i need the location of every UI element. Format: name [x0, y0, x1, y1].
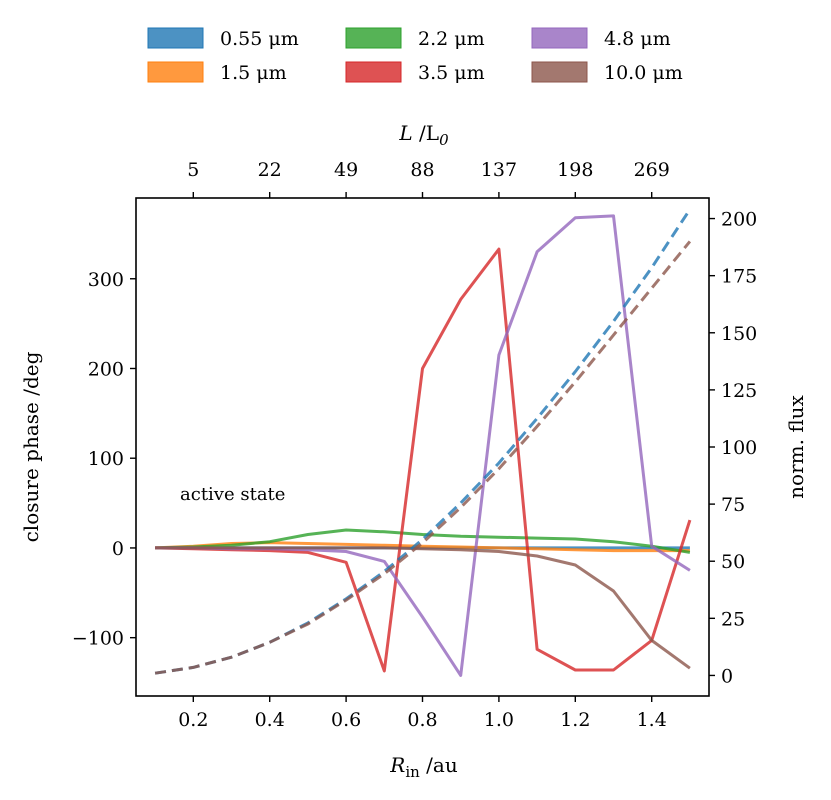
legend-label: 4.8 μm — [604, 28, 671, 50]
legend-swatch — [345, 61, 402, 83]
y-axis-label-right: norm. flux — [784, 394, 808, 498]
x-tick-label: 0.6 — [331, 709, 361, 731]
x-tick-label: 1.2 — [560, 709, 590, 731]
legend-swatch — [345, 27, 402, 49]
y-right-tick-label: 200 — [721, 209, 757, 231]
y-right-tick-label: 150 — [721, 323, 757, 345]
top-x-tick-label: 137 — [481, 159, 517, 181]
norm-flux-line-10-0um — [154, 240, 692, 675]
legend-swatch — [147, 27, 204, 49]
x-tick-label: 1.4 — [637, 709, 667, 731]
top-x-tick-label: 88 — [410, 159, 434, 181]
y-left-tick-label: 0 — [112, 538, 124, 560]
y-right-tick-label: 75 — [721, 494, 745, 516]
y-right-tick-label: 0 — [721, 665, 733, 687]
y-left-tick-label: 300 — [88, 269, 124, 291]
y-right-tick-label: 125 — [721, 380, 757, 402]
x-tick-label: 0.8 — [407, 709, 437, 731]
y-axis-label-left: closure phase /deg — [19, 351, 43, 542]
legend-label: 10.0 μm — [604, 62, 683, 84]
top-x-tick-label: 22 — [258, 159, 282, 181]
y-right-tick-label: 175 — [721, 266, 757, 288]
legend-swatch — [531, 61, 588, 83]
legend-label: 0.55 μm — [220, 28, 299, 50]
y-left-tick-label: 100 — [88, 448, 124, 470]
top-x-axis-label: L /L0 — [398, 121, 449, 149]
axis-ticks: 0.2 0.4 0.6 0.8 1.0 1.2 1.4 5 22 49 88 137 198 269 −10… — [72, 159, 757, 731]
norm-flux-line-0-55um — [154, 208, 692, 675]
y-left-tick-label: 200 — [88, 358, 124, 380]
y-right-tick-label: 100 — [721, 437, 757, 459]
legend: 0.55 μm 1.5 μm 2.2 μm 3.5 μm 4.8 μm 10.0 μm — [147, 27, 683, 84]
y-right-tick-label: 25 — [721, 608, 745, 630]
closure-phase-line-10-0um — [155, 546, 691, 670]
closure-phase-line-2-2um — [155, 528, 691, 554]
annotation-active-state: active state — [180, 484, 285, 505]
top-x-tick-label: 198 — [557, 159, 593, 181]
top-x-tick-label: 269 — [634, 159, 670, 181]
closure-phase-line-4-8um — [155, 214, 691, 677]
plot-lines — [154, 208, 692, 677]
x-tick-label: 1.0 — [484, 709, 514, 731]
legend-label: 3.5 μm — [418, 62, 485, 84]
x-tick-label: 0.4 — [255, 709, 285, 731]
x-axis-label: Rin /au — [389, 753, 458, 781]
x-tick-label: 0.2 — [178, 709, 208, 731]
closure-phase-line-3-5um — [155, 247, 692, 673]
top-x-tick-label: 49 — [334, 159, 358, 181]
legend-label: 1.5 μm — [220, 62, 287, 84]
y-left-tick-label: −100 — [72, 628, 124, 650]
legend-swatch — [147, 61, 204, 83]
y-right-tick-label: 50 — [721, 551, 745, 573]
legend-label: 2.2 μm — [418, 28, 485, 50]
legend-swatch — [531, 27, 588, 49]
plot-frame — [135, 197, 710, 697]
top-x-tick-label: 5 — [187, 159, 199, 181]
